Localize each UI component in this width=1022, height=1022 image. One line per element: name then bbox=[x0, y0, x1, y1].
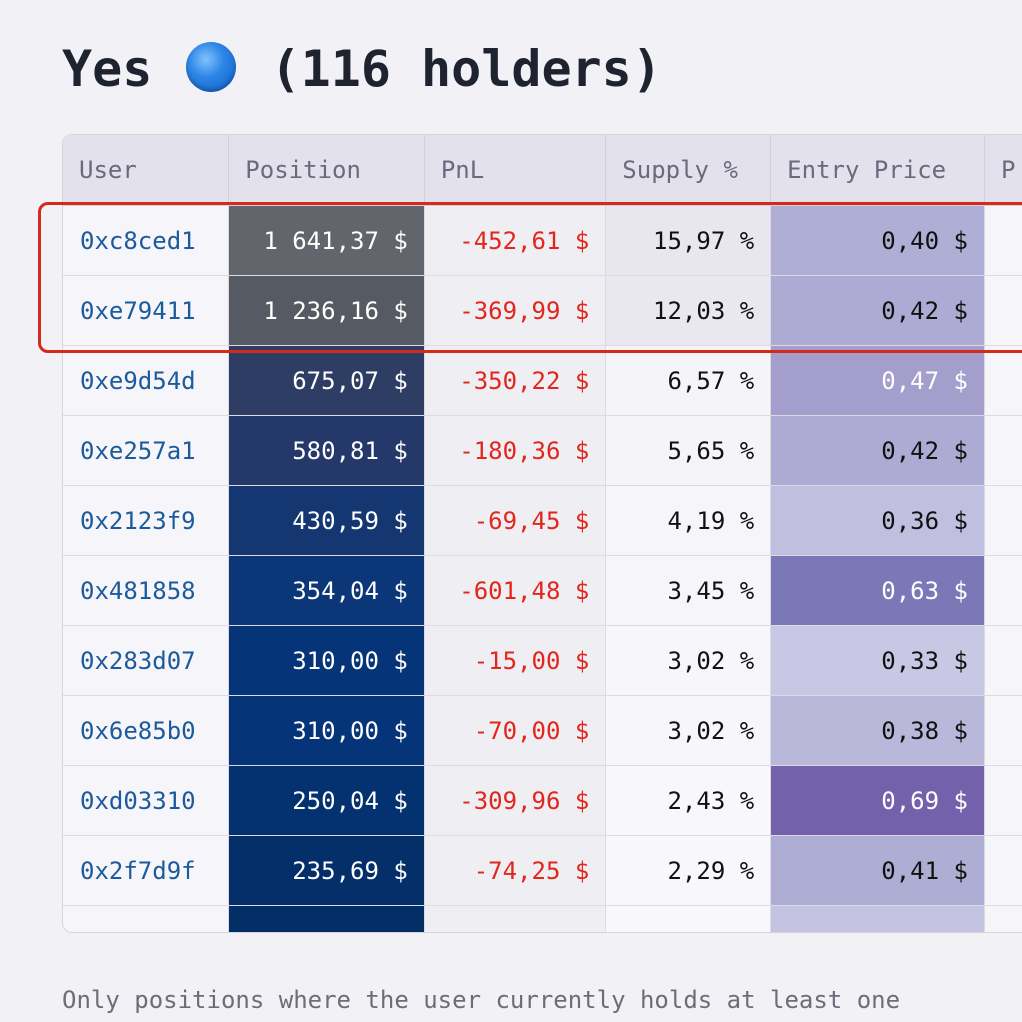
position-cell: 235,69 $ bbox=[228, 835, 425, 906]
table-row[interactable]: 0x481858 354,04 $ -601,48 $3,45 % 0,63 $ bbox=[63, 555, 1022, 626]
supply-percent-cell: 12,03 % bbox=[605, 275, 772, 346]
position-cell: 310,00 $ bbox=[228, 695, 425, 766]
supply-percent-cell: 3,02 % bbox=[605, 695, 772, 766]
partial-cell bbox=[63, 905, 230, 932]
blue-circle-icon bbox=[186, 42, 237, 92]
supply-percent-cell: 3,45 % bbox=[605, 555, 772, 626]
footnote: Only positions where the user currently … bbox=[62, 986, 901, 1014]
entry-price-cell: 0,41 $ bbox=[770, 835, 985, 906]
column-header-entry-price[interactable]: Entry Price bbox=[770, 135, 985, 206]
pnl-cell: -452,61 $ bbox=[424, 205, 607, 276]
holders-table: User Position PnL Supply % Entry Price P… bbox=[63, 135, 1022, 932]
user-address-link[interactable]: 0xe9d54d bbox=[63, 345, 230, 416]
pnl-cell: -309,96 $ bbox=[424, 765, 607, 836]
supply-percent-cell: 2,43 % bbox=[605, 765, 772, 836]
position-cell: 1 641,37 $ bbox=[228, 205, 425, 276]
user-address-link[interactable]: 0x6e85b0 bbox=[63, 695, 230, 766]
entry-price-cell: 0,38 $ bbox=[770, 695, 985, 766]
supply-percent-cell: 15,97 % bbox=[605, 205, 772, 276]
next-column-cell bbox=[984, 205, 1022, 276]
supply-percent-cell: 3,02 % bbox=[605, 625, 772, 696]
partial-cell bbox=[984, 905, 1022, 932]
column-header-supply[interactable]: Supply % bbox=[605, 135, 772, 206]
table-row[interactable]: 0xe79411 1 236,16 $ -369,99 $12,03 % 0,42 $ bbox=[63, 275, 1022, 346]
position-cell: 354,04 $ bbox=[228, 555, 425, 626]
pnl-cell: -350,22 $ bbox=[424, 345, 607, 416]
page-title: Yes (116 holders) bbox=[62, 34, 662, 104]
entry-price-cell: 0,33 $ bbox=[770, 625, 985, 696]
table-row[interactable]: 0xc8ced1 1 641,37 $ -452,61 $15,97 % 0,40 $ bbox=[63, 205, 1022, 276]
pnl-cell: -69,45 $ bbox=[424, 485, 607, 556]
position-cell: 580,81 $ bbox=[228, 415, 425, 486]
pnl-cell: -180,36 $ bbox=[424, 415, 607, 486]
user-address-link[interactable]: 0x283d07 bbox=[63, 625, 230, 696]
user-address-link[interactable]: 0xc8ced1 bbox=[63, 205, 230, 276]
pnl-cell: -601,48 $ bbox=[424, 555, 607, 626]
user-address-link[interactable]: 0xd03310 bbox=[63, 765, 230, 836]
position-cell: 675,07 $ bbox=[228, 345, 425, 416]
entry-price-cell: 0,47 $ bbox=[770, 345, 985, 416]
column-header-pnl[interactable]: PnL bbox=[424, 135, 607, 206]
next-column-cell bbox=[984, 765, 1022, 836]
pnl-cell: -369,99 $ bbox=[424, 275, 607, 346]
table-row[interactable]: 0xe9d54d 675,07 $ -350,22 $6,57 % 0,47 $ bbox=[63, 345, 1022, 416]
position-cell: 250,04 $ bbox=[228, 765, 425, 836]
table-row[interactable]: 0xd03310 250,04 $ -309,96 $2,43 % 0,69 $ bbox=[63, 765, 1022, 836]
position-cell: 430,59 $ bbox=[228, 485, 425, 556]
position-cell: 1 236,16 $ bbox=[228, 275, 425, 346]
partial-cell bbox=[605, 905, 772, 932]
supply-percent-cell: 4,19 % bbox=[605, 485, 772, 556]
entry-price-cell: 0,63 $ bbox=[770, 555, 985, 626]
next-column-cell bbox=[984, 485, 1022, 556]
holders-table-container[interactable]: User Position PnL Supply % Entry Price P… bbox=[62, 134, 1022, 933]
table-header-row: User Position PnL Supply % Entry Price P bbox=[63, 135, 1022, 206]
next-column-cell bbox=[984, 555, 1022, 626]
next-column-cell bbox=[984, 835, 1022, 906]
user-address-link[interactable]: 0xe257a1 bbox=[63, 415, 230, 486]
pnl-cell: -15,00 $ bbox=[424, 625, 607, 696]
table-row[interactable]: 0x2f7d9f 235,69 $ -74,25 $2,29 % 0,41 $ bbox=[63, 835, 1022, 906]
title-holder-count: (116 holders) bbox=[270, 40, 662, 98]
user-address-link[interactable]: 0xe79411 bbox=[63, 275, 230, 346]
next-column-cell bbox=[984, 625, 1022, 696]
partial-cell bbox=[770, 905, 985, 932]
supply-percent-cell: 5,65 % bbox=[605, 415, 772, 486]
position-cell: 310,00 $ bbox=[228, 625, 425, 696]
entry-price-cell: 0,42 $ bbox=[770, 275, 985, 346]
pnl-cell: -74,25 $ bbox=[424, 835, 607, 906]
table-row[interactable]: 0x6e85b0 310,00 $ -70,00 $3,02 % 0,38 $ bbox=[63, 695, 1022, 766]
table-row[interactable]: 0x2123f9 430,59 $ -69,45 $4,19 % 0,36 $ bbox=[63, 485, 1022, 556]
table-row[interactable]: 0x283d07 310,00 $ -15,00 $3,02 % 0,33 $ bbox=[63, 625, 1022, 696]
user-address-link[interactable]: 0x2123f9 bbox=[63, 485, 230, 556]
next-column-cell bbox=[984, 275, 1022, 346]
column-header-user[interactable]: User bbox=[63, 135, 230, 206]
table-row[interactable]: 0xe257a1 580,81 $ -180,36 $5,65 % 0,42 $ bbox=[63, 415, 1022, 486]
next-column-cell bbox=[984, 345, 1022, 416]
pnl-cell: -70,00 $ bbox=[424, 695, 607, 766]
entry-price-cell: 0,40 $ bbox=[770, 205, 985, 276]
next-column-cell bbox=[984, 415, 1022, 486]
user-address-link[interactable]: 0x2f7d9f bbox=[63, 835, 230, 906]
next-column-cell bbox=[984, 695, 1022, 766]
supply-percent-cell: 6,57 % bbox=[605, 345, 772, 416]
partial-cell bbox=[228, 905, 425, 932]
user-address-link[interactable]: 0x481858 bbox=[63, 555, 230, 626]
entry-price-cell: 0,36 $ bbox=[770, 485, 985, 556]
table-row-partial[interactable] bbox=[63, 905, 1022, 932]
supply-percent-cell: 2,29 % bbox=[605, 835, 772, 906]
column-header-next[interactable]: P bbox=[984, 135, 1022, 206]
partial-cell bbox=[424, 905, 607, 932]
title-prefix: Yes bbox=[62, 40, 153, 98]
entry-price-cell: 0,69 $ bbox=[770, 765, 985, 836]
entry-price-cell: 0,42 $ bbox=[770, 415, 985, 486]
column-header-position[interactable]: Position bbox=[228, 135, 425, 206]
